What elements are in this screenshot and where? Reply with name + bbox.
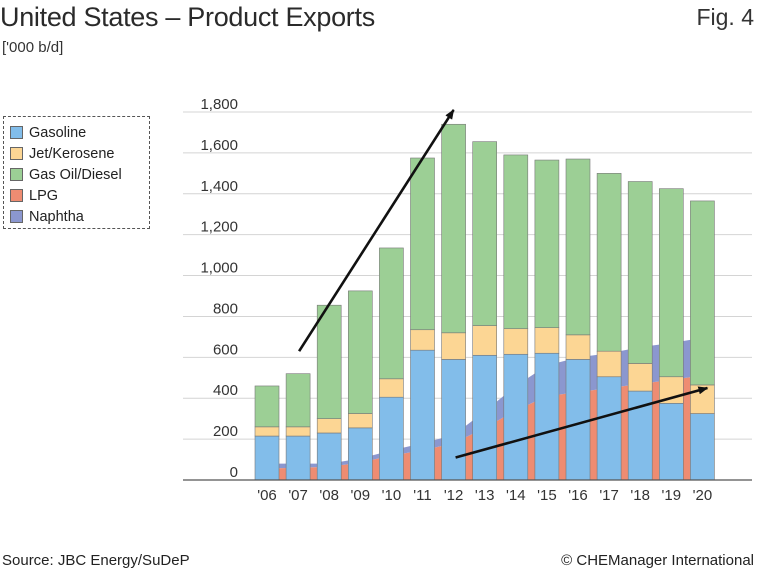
y-tick-label: 1,800 <box>200 96 238 113</box>
source-note: Source: JBC Energy/SuDeP <box>2 552 190 569</box>
bar-gasoline <box>285 435 311 481</box>
legend-label: Gas Oil/Diesel <box>29 166 122 183</box>
x-tick-label: '17 <box>599 487 619 504</box>
x-tick-label: '14 <box>506 487 526 504</box>
legend-label: Naphtha <box>29 208 84 225</box>
bar-jet-kerosene <box>441 332 466 360</box>
trend-arrow <box>455 386 709 459</box>
bar-gasoline <box>379 396 404 481</box>
legend-swatch-gas-oil-diesel <box>10 168 23 181</box>
legend-swatch-jet-kerosene <box>10 147 23 160</box>
bar-gas-oil-diesel <box>534 159 560 328</box>
bar-gas-oil-diesel <box>627 181 653 364</box>
x-tick-label: '11 <box>413 487 431 504</box>
bar-gas-oil-diesel <box>472 141 498 326</box>
legend-item-lpg: LPG <box>10 185 149 206</box>
x-tick-label: '08 <box>319 487 339 504</box>
y-tick-label: 200 <box>213 423 238 440</box>
bar-gas-oil-diesel <box>285 373 311 428</box>
legend: Gasoline Jet/Kerosene Gas Oil/Diesel LPG… <box>3 116 150 229</box>
x-tick-label: '13 <box>475 487 495 504</box>
legend-item-naphtha: Naphtha <box>10 206 149 227</box>
y-tick-label: 1,400 <box>200 178 238 195</box>
figure-number: Fig. 4 <box>696 4 754 30</box>
bar-jet-kerosene <box>472 325 498 356</box>
legend-label: Jet/Kerosene <box>29 145 115 162</box>
y-tick-label: 600 <box>213 341 238 358</box>
y-tick-label: 1,600 <box>200 137 238 154</box>
trend-arrow <box>298 109 455 352</box>
bar-gasoline <box>534 352 560 481</box>
bar-gas-oil-diesel <box>690 200 715 386</box>
legend-swatch-gasoline <box>10 126 23 139</box>
legend-item-gasoline: Gasoline <box>10 122 149 143</box>
bar-jet-kerosene <box>410 329 435 351</box>
bar-jet-kerosene <box>347 413 373 429</box>
x-tick-label: '09 <box>351 487 371 504</box>
legend-item-jet-kerosene: Jet/Kerosene <box>10 143 149 164</box>
bar-gasoline <box>472 354 498 481</box>
bar-gas-oil-diesel <box>316 304 342 419</box>
chart-title: United States – Product Exports <box>0 2 375 32</box>
bar-gas-oil-diesel <box>347 290 373 414</box>
y-tick-label: 1,200 <box>200 219 238 236</box>
bar-jet-kerosene <box>254 426 280 437</box>
x-tick-label: '06 <box>257 487 277 504</box>
x-tick-label: '18 <box>630 487 650 504</box>
x-tick-label: '10 <box>382 487 402 504</box>
y-tick-label: 1,000 <box>200 260 238 277</box>
x-tick-label: '12 <box>444 487 464 504</box>
bar-jet-kerosene <box>627 363 653 392</box>
legend-label: LPG <box>29 187 59 204</box>
x-tick-label: '15 <box>537 487 557 504</box>
bar-jet-kerosene <box>285 426 311 437</box>
bar-jet-kerosene <box>565 334 591 360</box>
bar-gasoline <box>658 403 684 481</box>
x-tick-label: '20 <box>693 487 713 504</box>
bar-gasoline <box>596 376 622 481</box>
bar-gas-oil-diesel <box>503 154 529 330</box>
bar-gas-oil-diesel <box>410 157 435 331</box>
bar-gasoline <box>316 432 342 481</box>
bar-gasoline <box>565 359 591 481</box>
bar-gas-oil-diesel <box>441 123 466 334</box>
bar-gas-oil-diesel <box>596 173 622 352</box>
credit-note: © CHEManager International <box>561 552 754 569</box>
y-tick-label: 0 <box>230 464 238 481</box>
x-tick-label: '19 <box>662 487 682 504</box>
x-tick-label: '07 <box>288 487 308 504</box>
bar-gasoline <box>441 359 466 481</box>
bar-gas-oil-diesel <box>379 247 404 380</box>
bar-gas-oil-diesel <box>565 158 591 336</box>
bar-gasoline <box>690 413 715 481</box>
bar-gas-oil-diesel <box>658 188 684 378</box>
bar-gasoline <box>503 353 529 481</box>
legend-label: Gasoline <box>29 124 87 141</box>
bar-gasoline <box>254 435 280 481</box>
bar-gas-oil-diesel <box>254 385 280 428</box>
bar-jet-kerosene <box>534 327 560 354</box>
bar-gasoline <box>347 427 373 481</box>
bar-gasoline <box>410 349 435 481</box>
bar-jet-kerosene <box>503 328 529 355</box>
y-tick-label: 800 <box>213 300 238 317</box>
y-tick-label: 400 <box>213 382 238 399</box>
bar-jet-kerosene <box>379 378 404 398</box>
bar-jet-kerosene <box>316 418 342 434</box>
legend-swatch-naphtha <box>10 210 23 223</box>
legend-swatch-lpg <box>10 189 23 202</box>
bar-jet-kerosene <box>596 350 622 378</box>
unit-label: ['000 b/d] <box>2 39 64 56</box>
x-tick-label: '16 <box>568 487 588 504</box>
legend-item-gas-oil-diesel: Gas Oil/Diesel <box>10 164 149 185</box>
